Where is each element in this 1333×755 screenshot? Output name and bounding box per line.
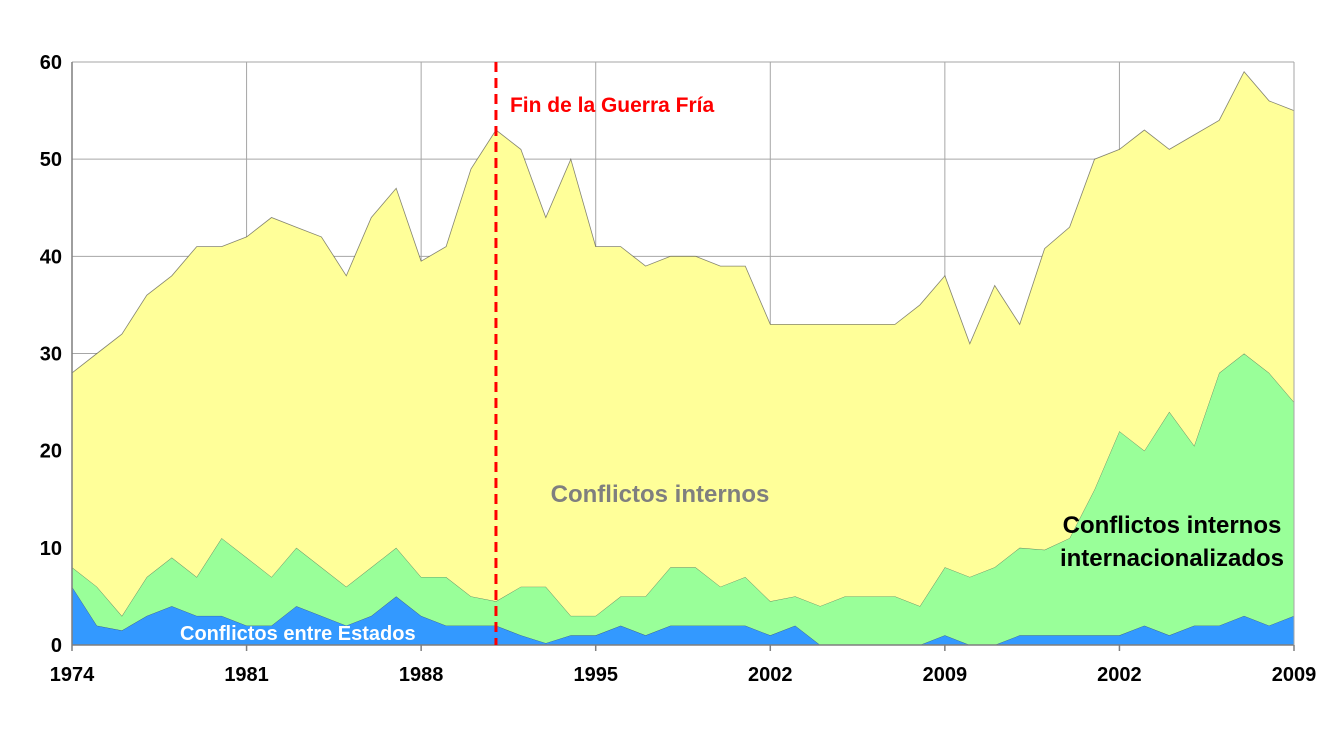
x-tick-label: 1974 [50,664,95,686]
annotations: Fin de la Guerra Fría [494,62,715,645]
area-series [71,70,1295,646]
x-tick-label: 2002 [748,664,793,686]
y-tick-label: 60 [40,52,62,74]
x-tick-label: 1981 [224,664,269,686]
series-label-internal: Conflictos internos [551,481,770,508]
x-tick-label: 2009 [1272,664,1317,686]
x-tick-label: 1995 [573,664,618,686]
y-tick-label: 0 [51,635,62,657]
axes: 0 10 20 30 40 50 60 1974 1981 1988 1995 2002 2009 200… [40,52,1317,686]
series-label-intl-line2: internacionalizados [1060,545,1284,572]
y-tick-label: 20 [40,441,62,463]
x-tick-label: 1988 [399,664,444,686]
area-edge-conflictos-internos [71,70,1295,374]
y-tick-label: 30 [40,344,62,366]
y-tick-label: 50 [40,149,62,171]
series-label-intl-line1: Conflictos internos [1063,512,1282,539]
x-tick-label: 2009 [923,664,968,686]
area-conflictos-internos [72,71,1294,616]
series-label-states: Conflictos entre Estados [180,623,416,645]
series-labels: Conflictos internos Conflictos internos … [180,481,1284,645]
y-tick-label: 40 [40,246,62,268]
y-tick-label: 10 [40,538,62,560]
area-conflictos-internos-internacionalizados [72,353,1294,645]
x-tick-label: 2002 [1097,664,1142,686]
cold-war-label: Fin de la Guerra Fría [510,94,715,117]
area-conflictos-entre-estados [72,586,1294,645]
